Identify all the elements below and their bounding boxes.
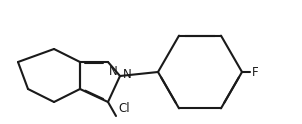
Text: N: N	[109, 65, 118, 78]
Text: N: N	[123, 68, 132, 81]
Text: F: F	[252, 65, 259, 78]
Text: Cl: Cl	[118, 102, 130, 115]
